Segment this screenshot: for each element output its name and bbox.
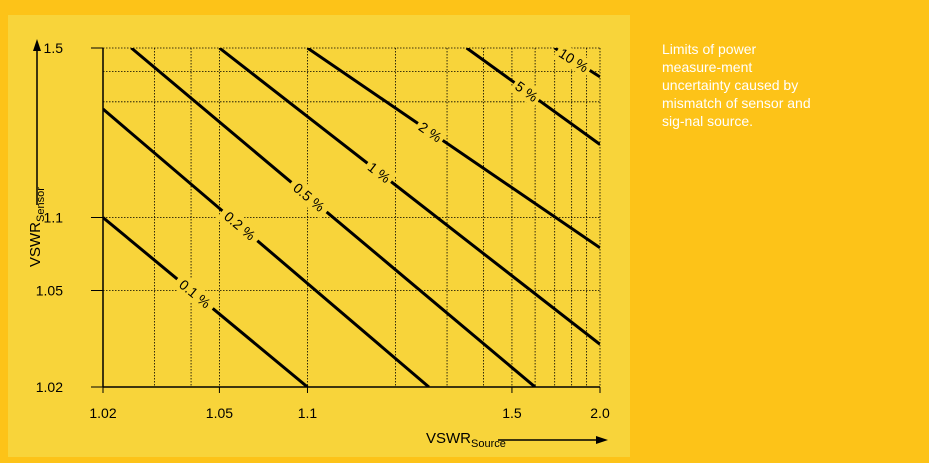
- x-axis-arrow-head: [596, 436, 608, 444]
- x-axis-label-sub: Source: [471, 438, 506, 450]
- series-label-group: 2 %: [412, 116, 448, 148]
- chart-panel: 1.02 1.05 1.1 1.5 2.0 1.02 1.05 1.1 1.5 0.1 % 0.2 …: [8, 15, 630, 457]
- series-label-bg: [509, 75, 545, 108]
- y-axis-label: VSWRSensor: [27, 187, 47, 267]
- series-line: [306, 48, 600, 250]
- x-tick-label: 1.1: [298, 405, 318, 421]
- chart-caption: Limits of power measure-ment uncertainty…: [662, 41, 811, 129]
- series-label-bg: [285, 175, 333, 219]
- series-label-bg: [552, 42, 595, 78]
- x-tick-label: 2.0: [590, 405, 610, 421]
- series-line: [130, 48, 537, 387]
- series-label-group: 1 %: [361, 156, 397, 189]
- series-label-bg: [171, 272, 219, 316]
- y-tick-label: 1.02: [36, 379, 63, 395]
- series-label-group: 0.5 %: [285, 175, 333, 219]
- y-axis-arrow-head: [33, 39, 41, 51]
- x-tick-label: 1.5: [502, 405, 522, 421]
- series-label-group: 0.2 %: [216, 204, 264, 248]
- y-axis-label-main: VSWR: [27, 222, 44, 267]
- series-line: [103, 107, 430, 387]
- x-tick-label: 1.05: [206, 405, 233, 421]
- series-label-group: 0.1 %: [171, 272, 219, 316]
- x-tick-label: 1.02: [89, 405, 116, 421]
- series-label-bg: [216, 204, 264, 248]
- x-axis-label-main: VSWR: [426, 430, 471, 447]
- x-axis-label: VSWRSource: [426, 430, 506, 450]
- y-tick-label: 1.1: [44, 210, 64, 226]
- series-label-bg: [412, 116, 448, 148]
- series-label-bg: [361, 156, 397, 189]
- y-tick-label: 1.5: [44, 40, 64, 56]
- y-tick-label: 1.05: [36, 282, 63, 298]
- series-line: [218, 48, 600, 346]
- y-axis-label-sub: Sensor: [35, 187, 47, 222]
- series-label-group: 5 %: [509, 75, 545, 108]
- uncertainty-chart: 1.02 1.05 1.1 1.5 2.0 1.02 1.05 1.1 1.5 0.1 % 0.2 …: [27, 39, 610, 450]
